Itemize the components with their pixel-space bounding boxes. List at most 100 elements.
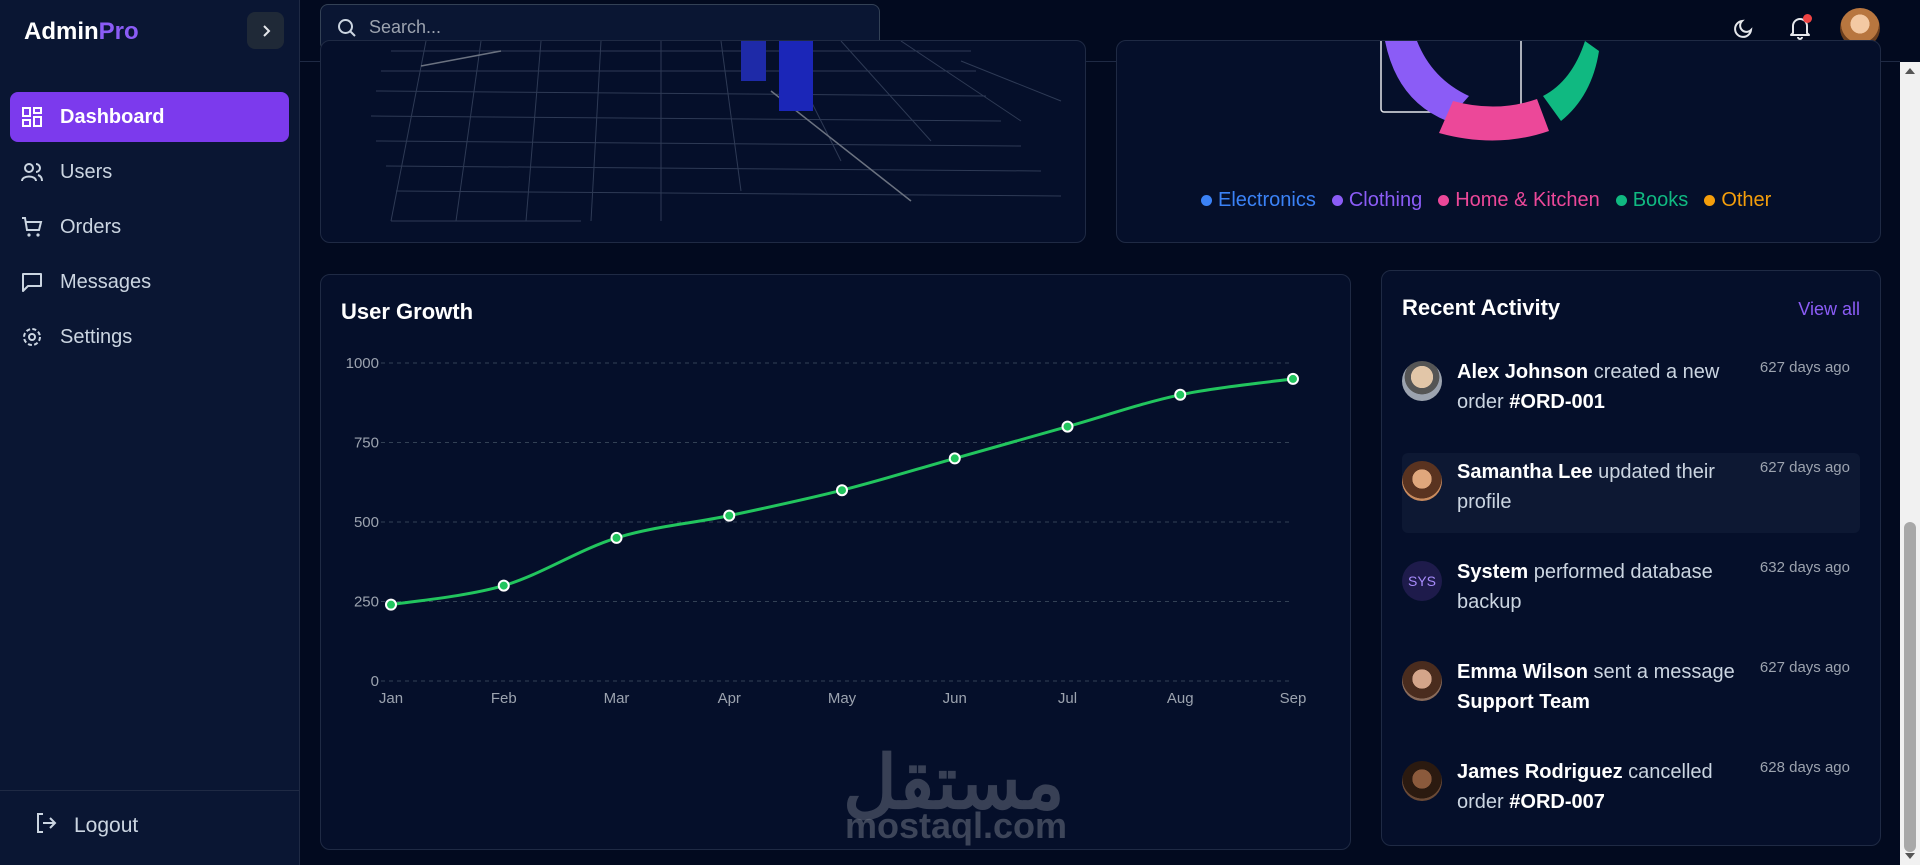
legend-label: Home & Kitchen <box>1455 189 1600 211</box>
data-point <box>610 531 623 544</box>
legend-item-home-kitchen[interactable]: Home & Kitchen <box>1438 189 1600 212</box>
sidebar-item-settings[interactable]: Settings <box>10 312 289 362</box>
activity-item[interactable]: Alex Johnson created a new order #ORD-00… <box>1402 353 1860 433</box>
activity-time: 627 days ago <box>1759 659 1850 676</box>
sidebar-item-label: Dashboard <box>60 105 165 128</box>
sidebar-toggle-button[interactable] <box>247 12 284 49</box>
card-title: User Growth <box>341 299 474 324</box>
sidebar-item-label: Messages <box>60 270 152 293</box>
activity-text: System performed database backup <box>1457 557 1747 617</box>
activity-action: sent a message <box>1593 661 1735 683</box>
moon-icon <box>1734 19 1753 38</box>
legend-item-books[interactable]: Books <box>1615 189 1689 212</box>
activity-item[interactable]: James Rodriguez cancelled order #ORD-007… <box>1402 753 1860 833</box>
user-growth-chart: 0 250 500 750 1000 Jan Feb Mar Apr May Jun Jul Aug Se… <box>346 355 1307 707</box>
activity-target[interactable]: Support Team <box>1457 691 1590 713</box>
search-input[interactable] <box>369 17 849 38</box>
sidebar-item-label: Orders <box>60 215 122 238</box>
donut-slice-home-kitchen <box>1439 99 1549 141</box>
logout-button[interactable]: Logout <box>34 811 138 841</box>
legend-dot <box>1331 195 1343 206</box>
logo-accent: Pro <box>98 18 139 45</box>
data-point <box>723 509 736 522</box>
scroll-down-arrow[interactable] <box>1905 853 1915 859</box>
legend-label: Books <box>1632 189 1689 211</box>
activity-item[interactable]: Samantha Lee updated their profile 627 d… <box>1402 453 1860 533</box>
avatar-initials: SYS <box>1407 573 1436 589</box>
sidebar-item-dashboard[interactable]: Dashboard <box>10 92 289 142</box>
activity-item[interactable]: Emma Wilson sent a message Support Team … <box>1402 653 1860 733</box>
y-tick-label: 1000 <box>346 355 379 372</box>
theme-toggle-button[interactable] <box>1728 12 1760 44</box>
message-icon <box>20 270 44 294</box>
activity-list: Alex Johnson created a new order #ORD-00… <box>1402 353 1860 845</box>
activity-target[interactable]: #ORD-007 <box>1509 791 1605 813</box>
data-point <box>1174 388 1187 401</box>
legend-dot <box>1615 195 1627 206</box>
activity-actor: James Rodriguez <box>1457 761 1623 783</box>
user-growth-card: User Growth 0 250 500 750 1000 Jan Feb Mar Apr Ma… <box>320 274 1351 850</box>
y-tick-label: 500 <box>354 514 379 531</box>
x-tick-label: Feb <box>491 690 517 707</box>
data-point <box>497 579 510 592</box>
logout-icon <box>34 811 58 841</box>
activity-action: performed database backup <box>1457 561 1713 613</box>
sidebar-item-messages[interactable]: Messages <box>10 257 289 307</box>
activity-target[interactable]: #ORD-001 <box>1509 391 1605 413</box>
search-icon <box>338 18 356 37</box>
donut-slice-clothing <box>1385 41 1469 121</box>
activity-time: 627 days ago <box>1759 459 1850 476</box>
scroll-up-arrow[interactable] <box>1905 68 1915 74</box>
recent-activity-card: Recent Activity View all Alex Johnson cr… <box>1381 270 1881 846</box>
chevron-right-icon <box>262 24 270 37</box>
activity-actor: Samantha Lee <box>1457 461 1593 483</box>
activity-time: 627 days ago <box>1759 359 1850 376</box>
sidebar-item-users[interactable]: Users <box>10 147 289 197</box>
activity-text: James Rodriguez cancelled order #ORD-007 <box>1457 757 1747 817</box>
legend-dot <box>1704 195 1716 206</box>
category-legend: Electronics Clothing Home & Kitchen Book… <box>1201 189 1771 212</box>
activity-time: 632 days ago <box>1759 559 1850 576</box>
logout-label: Logout <box>74 814 139 837</box>
activity-item[interactable]: SYS System performed database backup 632… <box>1402 553 1860 633</box>
sidebar-item-label: Users <box>60 160 113 183</box>
notification-badge <box>1803 14 1812 23</box>
donut-chart <box>1380 41 1599 141</box>
3d-chart-card <box>320 40 1086 243</box>
legend-item-electronics[interactable]: Electronics <box>1201 189 1316 212</box>
legend-label: Electronics <box>1218 189 1316 211</box>
sidebar-item-label: Settings <box>60 325 133 348</box>
legend-label: Other <box>1721 189 1772 211</box>
3d-grid-floor <box>370 41 1062 222</box>
legend-label: Clothing <box>1348 189 1423 211</box>
scrollbar-thumb[interactable] <box>1904 522 1916 852</box>
activity-text: Alex Johnson created a new order #ORD-00… <box>1457 357 1747 417</box>
page-scrollbar[interactable] <box>1900 62 1920 865</box>
sidebar-footer: Logout <box>0 790 299 865</box>
x-tick-label: Jun <box>943 690 967 707</box>
notifications-button[interactable] <box>1784 12 1816 44</box>
y-tick-label: 750 <box>354 435 379 452</box>
activity-action: created a new order <box>1457 361 1720 413</box>
sidebar-item-orders[interactable]: Orders <box>10 202 289 252</box>
x-tick-label: Jul <box>1058 690 1077 707</box>
x-tick-label: Apr <box>718 690 741 707</box>
legend-item-other[interactable]: Other <box>1704 189 1771 212</box>
legend-item-clothing[interactable]: Clothing <box>1331 189 1423 212</box>
avatar <box>1402 361 1442 401</box>
activity-text: Emma Wilson sent a message Support Team <box>1457 657 1747 717</box>
data-point <box>948 452 961 465</box>
watermark-arabic: مستقل <box>843 741 1065 824</box>
avatar <box>1402 461 1442 501</box>
activity-action: cancelled order <box>1457 761 1713 813</box>
app-logo[interactable]: AdminPro <box>24 18 139 46</box>
avatar <box>1402 761 1442 801</box>
view-all-link[interactable]: View all <box>1798 299 1860 319</box>
watermark-latin: mostaql.com <box>845 805 1068 846</box>
activity-actor: System <box>1457 561 1529 583</box>
top-actions <box>1728 8 1880 48</box>
sidebar-nav: Dashboard Users Orders Messages Settings <box>10 92 289 367</box>
activity-actor: Emma Wilson <box>1457 661 1588 683</box>
legend-dot <box>1201 195 1212 206</box>
sidebar: AdminPro Dashboard Users Orders Messages… <box>0 0 300 865</box>
